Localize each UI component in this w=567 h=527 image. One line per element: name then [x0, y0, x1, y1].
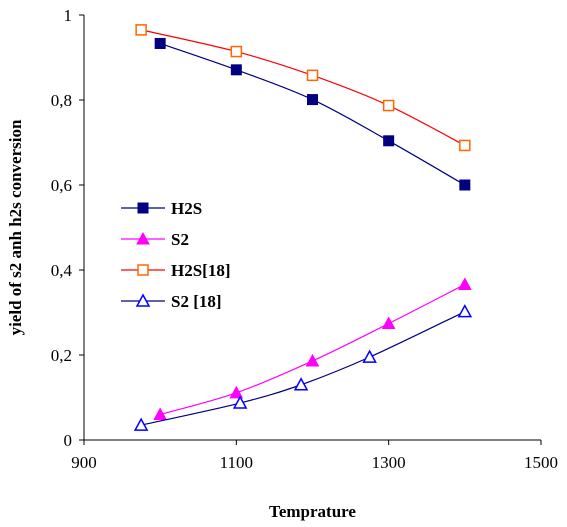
series-2 [135, 24, 471, 152]
data-point [362, 349, 377, 363]
x-tick-label: 1500 [524, 453, 558, 472]
data-point [135, 24, 147, 36]
legend-label: S2 [18] [171, 292, 222, 311]
legend-marker [137, 202, 149, 214]
data-point [154, 37, 166, 49]
series-1 [153, 277, 472, 420]
data-point [293, 377, 309, 391]
data-point [232, 395, 248, 409]
legend: H2S S2 H2S[18] S2 [18] [121, 199, 231, 311]
x-tick-label: 1100 [220, 453, 253, 472]
legend-marker [136, 231, 150, 245]
data-point [383, 135, 395, 147]
data-point [306, 69, 319, 82]
series-layer [133, 24, 473, 431]
legend-label: H2S [171, 199, 202, 218]
legend-marker [137, 264, 149, 276]
series-line [140, 311, 466, 426]
data-point [459, 179, 471, 191]
data-point [381, 316, 396, 330]
y-tick-label: 0 [64, 431, 73, 450]
series-line [159, 42, 466, 186]
legend-label: S2 [171, 230, 189, 249]
y-tick-label: 0,6 [51, 176, 72, 195]
data-point [459, 139, 471, 152]
legend-item: H2S [121, 199, 202, 218]
series-0 [154, 37, 471, 191]
series-line [140, 29, 466, 147]
data-point [229, 385, 244, 399]
legend-item: S2 [18] [121, 292, 222, 311]
data-point [153, 407, 168, 420]
y-tick-label: 1 [64, 6, 73, 25]
data-point [133, 417, 149, 431]
x-tick-label: 900 [71, 453, 97, 472]
data-point [457, 304, 473, 318]
legend-marker [135, 293, 151, 307]
axes: 0 0,2 0,4 0,6 0,8 1 900 1100 1300 1500 [51, 6, 558, 472]
y-tick-label: 0,2 [51, 346, 72, 365]
x-axis-title: Temprature [269, 502, 356, 521]
y-tick-label: 0,4 [51, 261, 73, 280]
series-3 [133, 304, 473, 431]
legend-label: H2S[18] [171, 261, 231, 280]
data-point [382, 99, 395, 112]
legend-item: S2 [121, 230, 189, 249]
data-point [230, 64, 242, 76]
data-point [457, 277, 472, 290]
legend-item: H2S[18] [121, 261, 231, 280]
x-tick-label: 1300 [372, 453, 406, 472]
y-axis-title: yield of s2 anh h2s conversion [6, 119, 25, 335]
data-point [305, 353, 320, 367]
data-point [307, 94, 318, 106]
data-point [230, 45, 243, 58]
y-tick-label: 0,8 [51, 91, 72, 110]
